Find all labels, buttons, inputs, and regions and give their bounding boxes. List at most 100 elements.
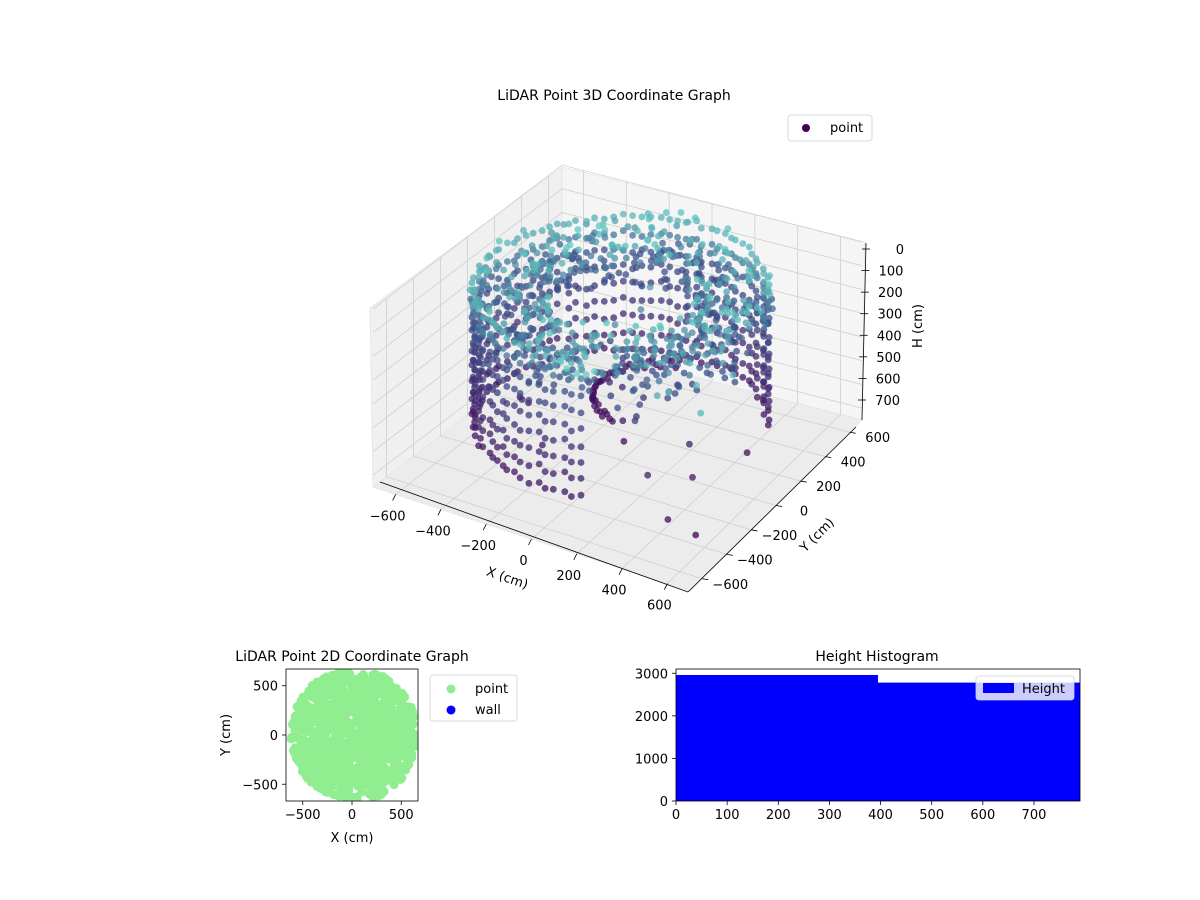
point-3d: [557, 357, 564, 364]
point-3d: [503, 352, 511, 360]
point-3d: [745, 277, 753, 285]
point-3d: [760, 314, 768, 322]
point-3d: [516, 458, 524, 466]
point-3d: [551, 256, 559, 264]
point-3d: [577, 425, 585, 432]
point-3d: [760, 362, 768, 369]
point-2d: [396, 774, 406, 784]
point-3d: [724, 249, 732, 257]
point-3d: [693, 283, 701, 291]
chart-3d-title: LiDAR Point 3D Coordinate Graph: [497, 88, 730, 104]
point-3d: [493, 259, 500, 266]
point-3d: [619, 261, 627, 268]
point-3d: [713, 227, 721, 235]
point-3d: [525, 361, 533, 369]
point-3d: [516, 359, 524, 367]
point-3d: [548, 246, 556, 254]
x-tick-mark: [573, 553, 578, 561]
point-3d: [708, 225, 716, 233]
point-3d: [629, 212, 636, 220]
grid-z-line: [372, 164, 863, 310]
point-3d: [506, 293, 513, 301]
point-3d: [745, 303, 753, 311]
point-3d: [606, 337, 614, 345]
point-3d: [672, 252, 680, 260]
y-axis-label: Y (cm): [797, 515, 838, 556]
point-3d: [471, 299, 479, 307]
point-3d: [753, 361, 761, 368]
point-3d: [478, 280, 486, 288]
chart-2d: LiDAR Point 2D Coordinate Graph −500 0 500…: [219, 649, 518, 846]
y-tick-label: 200: [816, 480, 841, 495]
point-3d: [761, 320, 769, 328]
grid-y-line: [440, 257, 752, 531]
point-3d: [647, 263, 655, 271]
point-3d: [641, 245, 649, 252]
point-3d: [580, 350, 588, 358]
point-3d: [510, 305, 518, 312]
point-2d: [373, 727, 383, 737]
point-3d: [511, 369, 518, 377]
point-3d: [520, 249, 528, 257]
point-3d: [588, 331, 596, 339]
point-2d: [323, 765, 333, 774]
point-2d: [321, 787, 331, 797]
point-3d: [705, 327, 713, 335]
point-3d: [636, 401, 644, 408]
point-3d: [657, 313, 665, 321]
x-tick-hist-label: 500: [919, 808, 944, 823]
point-2d: [312, 710, 322, 719]
grid-x-line: [667, 236, 841, 584]
point-3d: [689, 311, 697, 319]
point-3d: [760, 333, 768, 340]
x-tick-mark: [482, 523, 487, 531]
point-3d: [661, 355, 669, 363]
point-3d: [645, 215, 653, 223]
point-3d: [494, 356, 501, 364]
point-3d: [508, 286, 516, 294]
point-3d: [577, 475, 585, 482]
point-2d: [346, 697, 356, 707]
y-tick-hist-label: 1000: [635, 752, 668, 767]
point-3d: [572, 342, 580, 350]
point-3d: [646, 283, 654, 291]
point-3d: [535, 337, 542, 345]
point-3d: [689, 473, 696, 481]
point-3d: [638, 233, 646, 240]
point-3d: [565, 220, 573, 228]
point-3d: [592, 238, 600, 246]
point-3d: [753, 259, 761, 267]
point-3d: [745, 243, 753, 251]
point-3d: [764, 370, 772, 377]
point-3d: [660, 228, 668, 236]
point-3d: [680, 369, 688, 377]
point-3d: [503, 366, 511, 374]
point-2d: [406, 717, 416, 727]
point-3d: [760, 278, 768, 286]
y-tick-mark: [726, 553, 733, 556]
chart-2d-title: LiDAR Point 2D Coordinate Graph: [235, 649, 468, 665]
point-3d: [601, 234, 609, 241]
point-3d: [568, 391, 575, 398]
point-3d: [471, 380, 479, 388]
point-3d: [484, 267, 491, 275]
point-3d: [503, 434, 511, 442]
point-3d: [554, 286, 562, 294]
point-3d: [583, 218, 590, 225]
point-2d: [310, 683, 320, 692]
point-2d: [296, 725, 306, 735]
point-3d: [696, 364, 704, 371]
point-3d: [469, 405, 477, 413]
x-tick-hist-label: 100: [715, 808, 740, 823]
point-3d: [535, 360, 543, 368]
point-3d: [626, 327, 634, 335]
point-3d: [760, 399, 768, 407]
point-2d: [346, 689, 356, 699]
point-3d: [631, 417, 639, 425]
point-3d: [714, 360, 722, 367]
point-3d: [518, 396, 526, 403]
point-3d: [647, 231, 655, 238]
grid-y-line: [467, 237, 777, 506]
point-3d: [494, 425, 501, 433]
point-3d: [619, 360, 626, 367]
